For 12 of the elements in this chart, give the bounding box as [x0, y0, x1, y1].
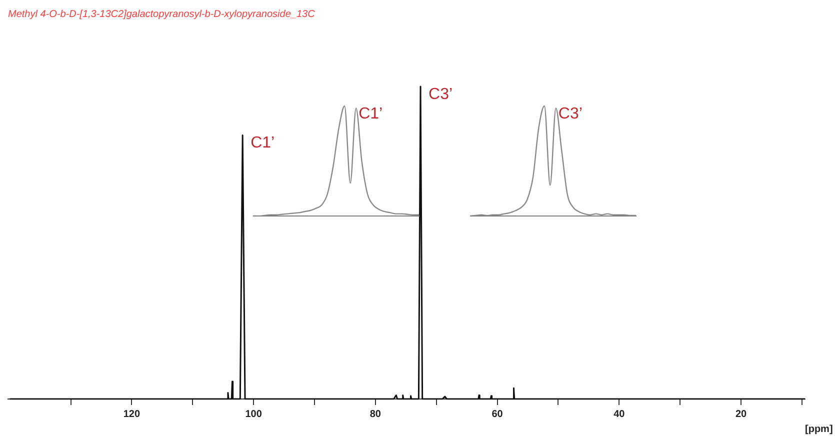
chart-title: Methyl 4-O-b-D-[1,3-13C2]galactopyranosyl-b-D-xylopyranoside_13C [8, 8, 316, 20]
x-tick-label: 40 [614, 408, 626, 420]
x-tick-label: 80 [370, 408, 382, 420]
annotation: C1’ [358, 105, 383, 122]
annotation: C3’ [558, 105, 582, 122]
x-tick-label: 120 [123, 408, 140, 420]
x-axis-title: [ppm] [805, 424, 833, 435]
x-tick-label: 20 [735, 408, 748, 420]
x-tick-label: 60 [492, 408, 504, 420]
annotation: C1’ [250, 134, 275, 152]
annotation: C3’ [428, 86, 453, 103]
x-tick-label: 100 [245, 408, 262, 420]
